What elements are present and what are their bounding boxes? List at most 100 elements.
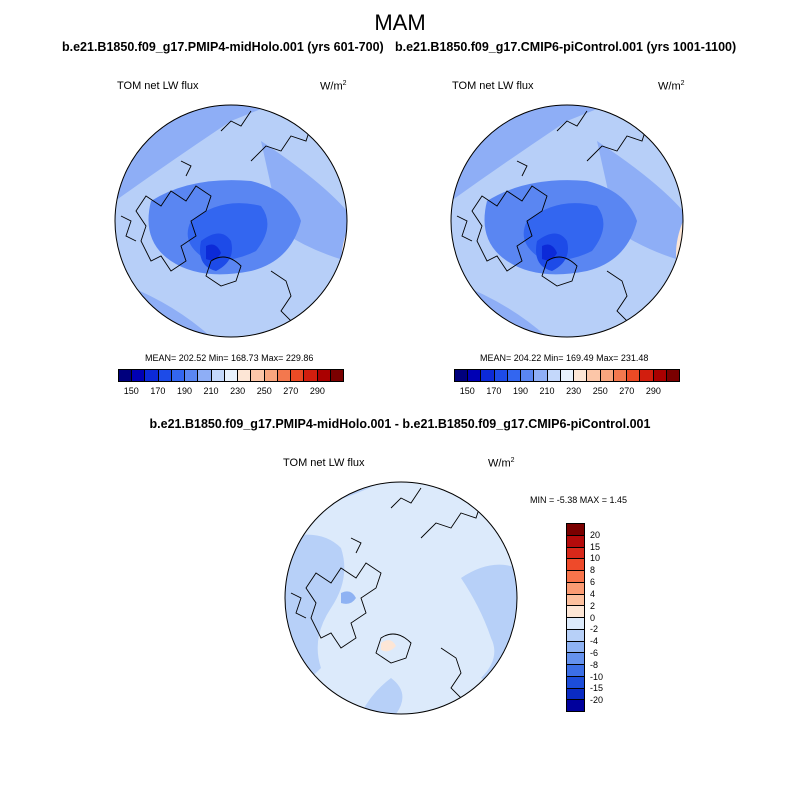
panel-1-colorbar-swatch: [171, 370, 186, 381]
panel-2-colorbar-swatch: [455, 370, 469, 381]
panel-2-colorbar-label: 170: [486, 386, 502, 396]
panel-2-colorbar-swatch: [521, 370, 535, 381]
difference-colorbar-label: 10: [590, 553, 601, 564]
difference-colorbar-swatch: [567, 535, 584, 548]
difference-colorbar-swatch: [567, 559, 584, 571]
panel-2-colorbar-label: 270: [619, 386, 635, 396]
difference-colorbar-swatch: [567, 606, 584, 618]
panel-2-colorbar-swatch: [587, 370, 601, 381]
difference-colorbar-label: -20: [590, 695, 604, 706]
panel-1-colorbar-swatch: [119, 370, 133, 381]
difference-colorbar: [566, 523, 585, 712]
panel-2-colorbar-label: 150: [459, 386, 475, 396]
panel-1-colorbar-swatch: [145, 370, 159, 381]
difference-stats: MIN = -5.38 MAX = 1.45: [530, 495, 628, 505]
panel-1-colorbar-swatch: [304, 370, 318, 381]
panel-1-colorbar-swatch: [132, 370, 146, 381]
panel-1-colorbar: [118, 369, 344, 382]
panel-2-colorbar-swatch: [560, 370, 575, 381]
panel-2-colorbar-swatch: [613, 370, 628, 381]
panel-1-colorbar-label: 290: [309, 386, 325, 396]
difference-variable: TOM net LW flux: [283, 457, 365, 469]
panel-2-colorbar-label: 230: [566, 386, 582, 396]
difference-colorbar-swatch: [567, 618, 584, 630]
difference-title: b.e21.B1850.f09_g17.PMIP4-midHolo.001 - …: [149, 417, 651, 431]
difference-colorbar-label: 4: [590, 588, 596, 599]
difference-colorbar-label: 2: [590, 600, 596, 611]
panel-1-colorbar-swatch: [277, 370, 292, 381]
panel-1-colorbar-swatch: [251, 370, 265, 381]
panel-1-polar-map: [114, 104, 348, 338]
panel-2-colorbar-swatch: [468, 370, 482, 381]
panel-2-colorbar-label: 290: [645, 386, 661, 396]
difference-colorbar-label: -8: [590, 659, 599, 670]
panel-1-colorbar-swatch: [185, 370, 199, 381]
panel-2-colorbar-swatch: [481, 370, 495, 381]
panel-2-colorbar-swatch: [600, 370, 614, 381]
difference-colorbar-swatch: [567, 700, 584, 711]
panel-2-colorbar-label: 190: [512, 386, 528, 396]
panel-1-colorbar-swatch: [198, 370, 212, 381]
panel-1-colorbar-swatch: [211, 370, 225, 381]
difference-colorbar-label: -4: [590, 636, 599, 647]
panel-1-colorbar-swatch: [158, 370, 172, 381]
difference-colorbar-label: 8: [590, 565, 596, 576]
panel-2-colorbar-swatch: [494, 370, 508, 381]
difference-colorbar-swatch: [567, 676, 584, 689]
panel-2-colorbar-swatch: [507, 370, 522, 381]
difference-colorbar-label: 0: [590, 612, 596, 623]
difference-colorbar-swatch: [567, 571, 584, 583]
panel-2-colorbar-label: 210: [539, 386, 555, 396]
difference-colorbar-label: 20: [590, 529, 601, 540]
panel-1-units: W/m2: [320, 80, 347, 93]
panel-1-title: b.e21.B1850.f09_g17.PMIP4-midHolo.001 (y…: [62, 40, 384, 54]
panel-1-colorbar-swatch: [317, 370, 331, 381]
panel-2-colorbar-swatch: [666, 370, 679, 381]
difference-colorbar-label: 6: [590, 577, 596, 588]
panel-2-colorbar-swatch: [640, 370, 654, 381]
difference-colorbar-swatch: [567, 688, 584, 701]
difference-colorbar-swatch: [567, 665, 584, 677]
difference-colorbar-swatch: [567, 594, 584, 607]
difference-colorbar-label: -15: [590, 683, 604, 694]
difference-colorbar-swatch: [567, 524, 584, 536]
panel-2-colorbar-swatch: [534, 370, 548, 381]
panel-1-colorbar-label: 170: [150, 386, 166, 396]
season-title: MAM: [374, 10, 426, 35]
difference-colorbar-label: -6: [590, 647, 599, 658]
panel-2-colorbar-swatch: [547, 370, 561, 381]
difference-colorbar-swatch: [567, 547, 584, 560]
panel-1-colorbar-swatch: [330, 370, 343, 381]
panel-2-colorbar-label: 250: [592, 386, 608, 396]
panel-1-colorbar-swatch: [224, 370, 239, 381]
panel-2-colorbar: [454, 369, 680, 382]
panel-1-variable: TOM net LW flux: [117, 80, 199, 92]
panel-2-colorbar-swatch: [653, 370, 667, 381]
difference-colorbar-swatch: [567, 629, 584, 642]
panel-1-colorbar-label: 190: [176, 386, 192, 396]
panel-1-colorbar-label: 250: [256, 386, 272, 396]
panel-1-colorbar-label: 230: [230, 386, 246, 396]
panel-1-stats: MEAN= 202.52 Min= 168.73 Max= 229.86: [145, 353, 314, 363]
panel-2-units: W/m2: [658, 80, 685, 93]
difference-colorbar-swatch: [567, 653, 584, 665]
difference-colorbar-label: -10: [590, 671, 604, 682]
difference-colorbar-swatch: [567, 582, 584, 595]
difference-polar-map: [284, 481, 518, 715]
panel-1-colorbar-label: 210: [203, 386, 219, 396]
panel-1-colorbar-swatch: [291, 370, 305, 381]
panel-1-colorbar-label: 150: [123, 386, 139, 396]
panel-2-title: b.e21.B1850.f09_g17.CMIP6-piControl.001 …: [394, 40, 737, 54]
difference-colorbar-swatch: [567, 641, 584, 654]
difference-units: W/m2: [488, 457, 515, 470]
panel-1-colorbar-swatch: [238, 370, 252, 381]
panel-2-variable: TOM net LW flux: [452, 80, 534, 92]
panel-1-colorbar-label: 270: [283, 386, 299, 396]
panel-2-colorbar-swatch: [627, 370, 641, 381]
panel-1-colorbar-swatch: [264, 370, 278, 381]
difference-colorbar-label: -2: [590, 624, 599, 635]
panel-2-colorbar-swatch: [574, 370, 588, 381]
panel-2-polar-map: [450, 104, 684, 338]
difference-colorbar-label: 15: [590, 541, 601, 552]
